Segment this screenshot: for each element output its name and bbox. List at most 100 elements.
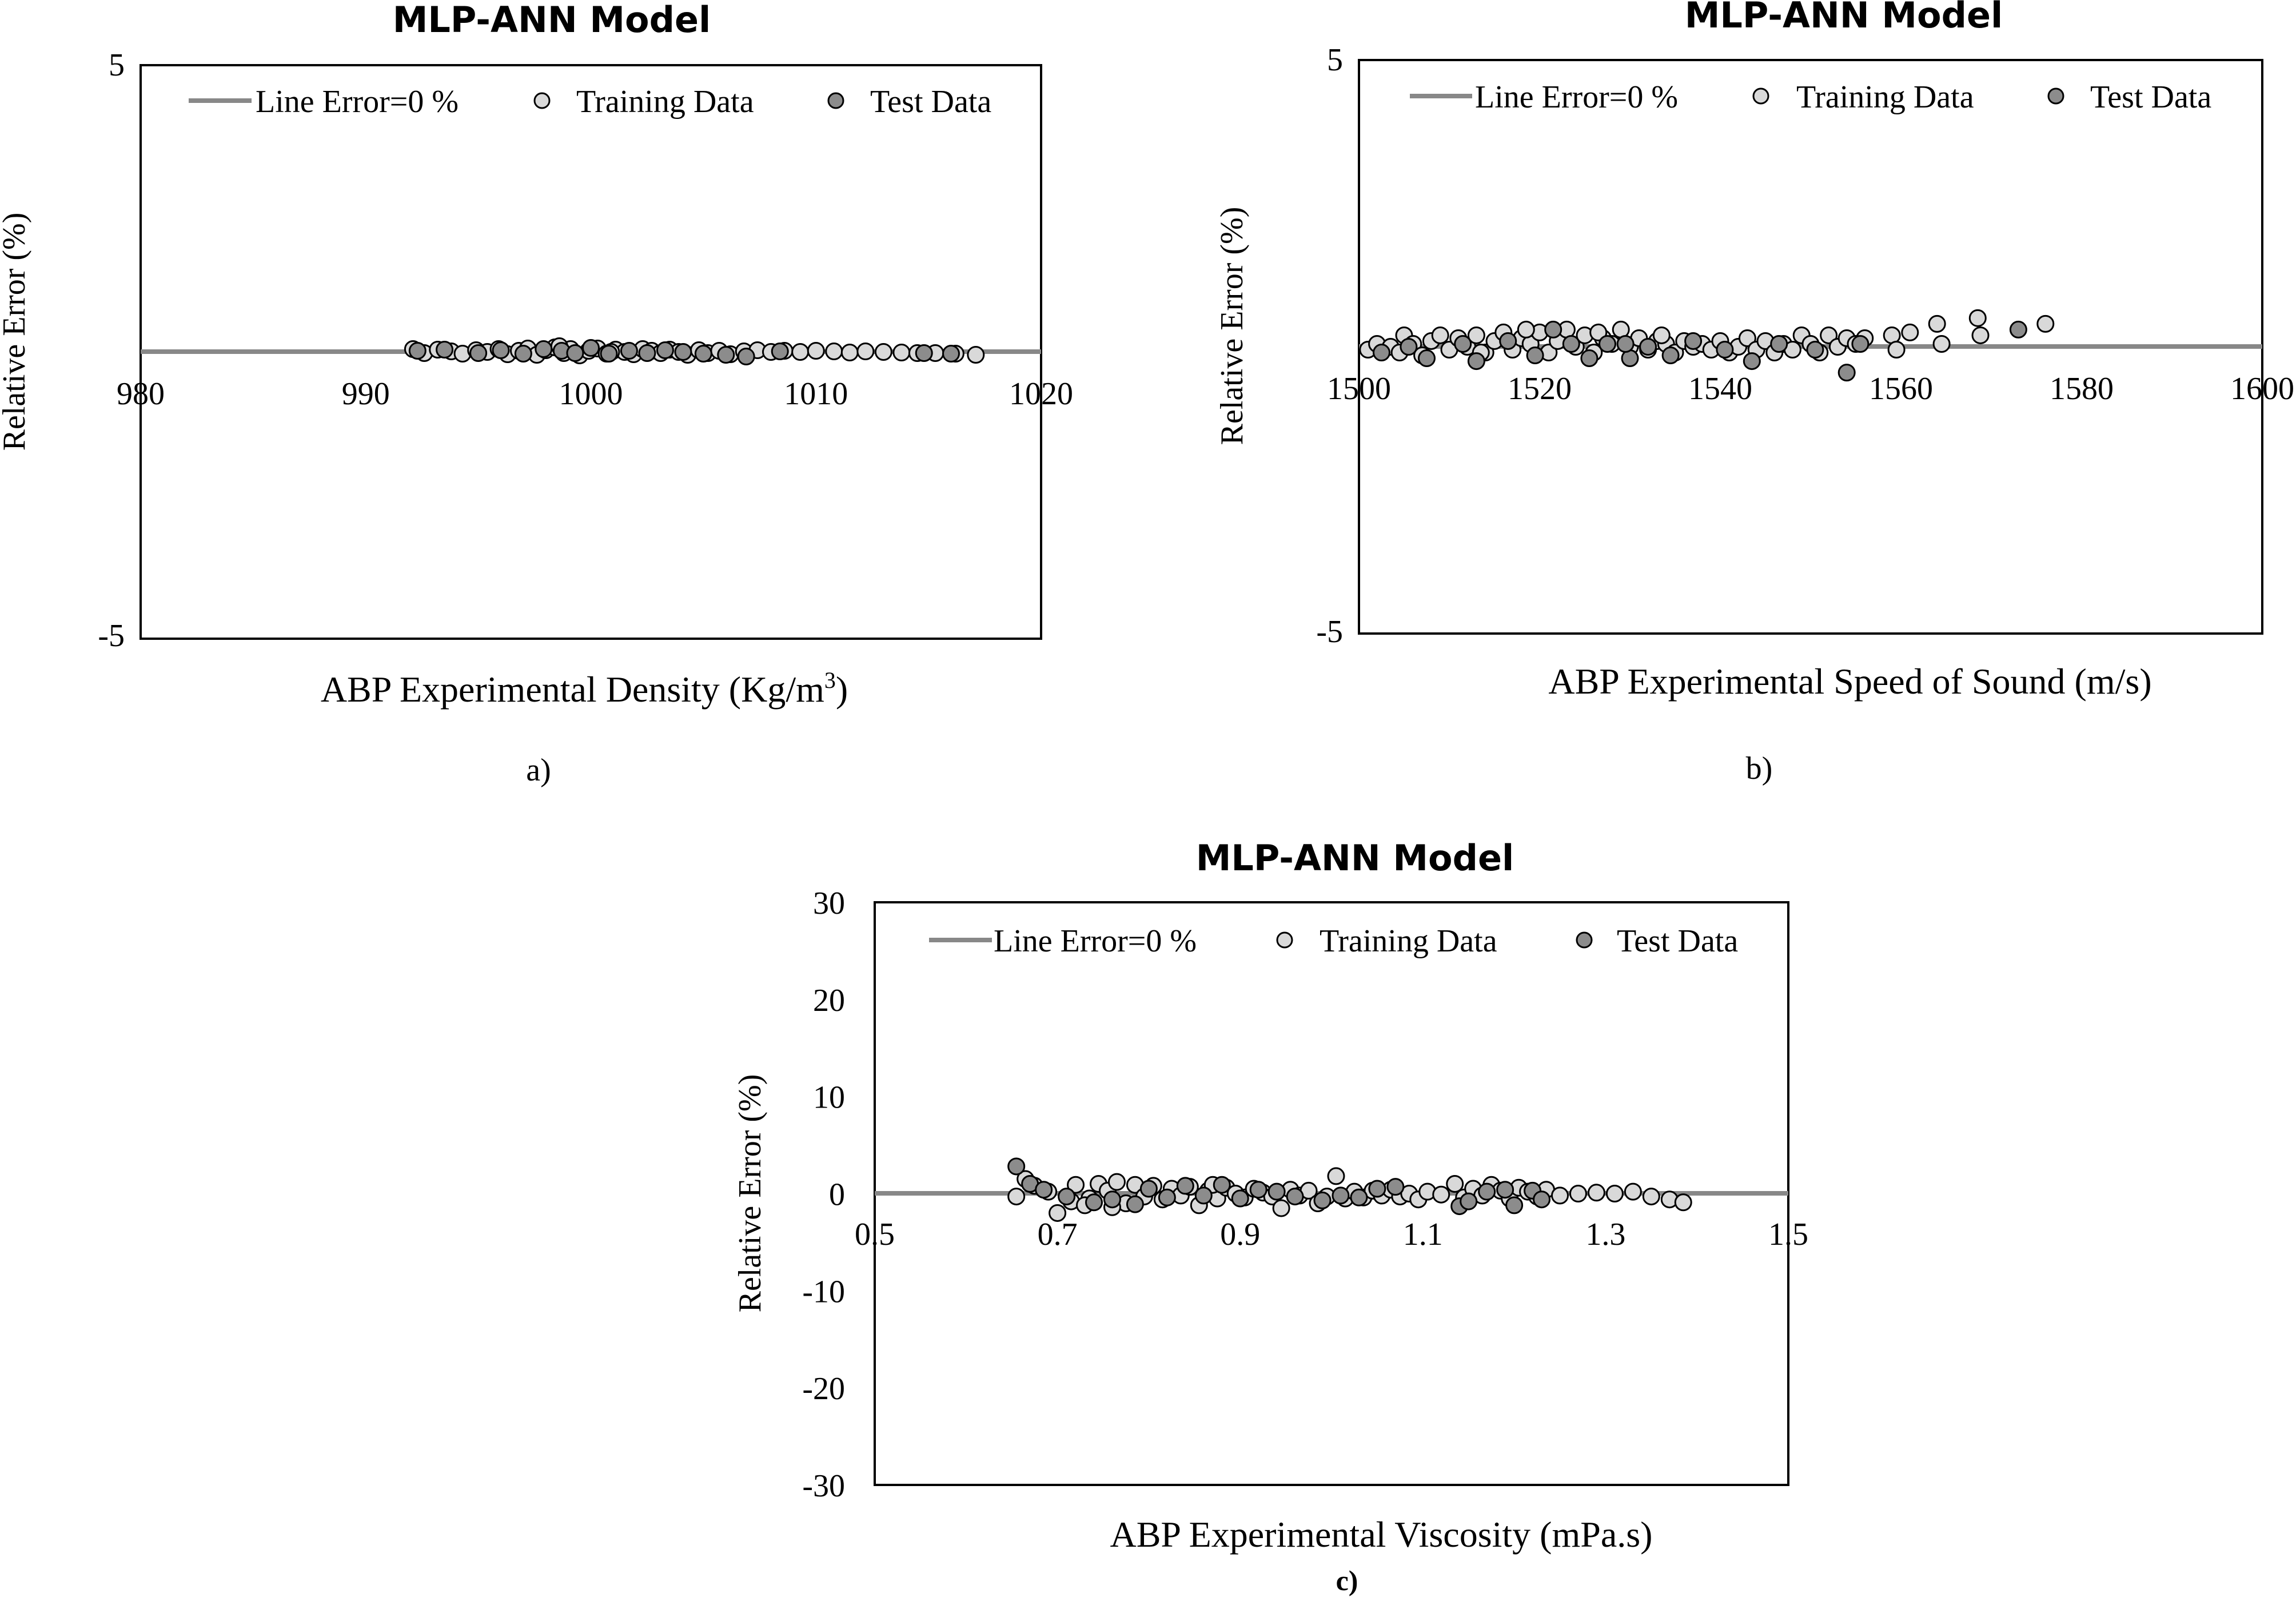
chart-c-test-point: [1058, 1188, 1076, 1206]
chart-b-ylabel: Relative Error (%): [1214, 207, 1250, 445]
chart-b-training-point: [1517, 320, 1535, 338]
chart-c-training-point: [1587, 1184, 1605, 1202]
chart-c-test-point: [1533, 1190, 1551, 1209]
chart-b-test-point: [1639, 338, 1657, 356]
chart-b-test-point: [1684, 332, 1703, 350]
chart-b-training-point: [1901, 323, 1919, 341]
chart-c-x-tick-label: 0.7: [1038, 1217, 1078, 1252]
chart-a-title: MLP-ANN Model: [393, 0, 711, 41]
legend-test-marker: [2047, 87, 2064, 105]
chart-b-test-point: [1526, 347, 1544, 365]
legend-test-label: Test Data: [1617, 923, 1738, 959]
chart-a-test-point: [942, 345, 960, 363]
chart-b-test-point: [1716, 341, 1734, 359]
chart-a-panel-label: a): [526, 752, 551, 788]
legend-test-label: Test Data: [2090, 79, 2211, 115]
chart-a-test-point: [915, 344, 933, 363]
chart-a-ylabel: Relative Error (%): [0, 213, 32, 451]
chart-a-test-point: [492, 341, 510, 359]
chart-a-test-point: [469, 344, 488, 363]
chart-c-test-point: [1126, 1195, 1144, 1213]
chart-c-test-point: [1496, 1181, 1514, 1199]
chart-a-test-point: [717, 346, 735, 364]
legend-training-label: Training Data: [1796, 79, 1974, 115]
chart-c-y-tick-label: 0: [829, 1177, 845, 1213]
chart-b-test-point: [1467, 352, 1485, 371]
chart-b-training-point: [1431, 326, 1449, 344]
chart-a-x-tick-label: 1000: [559, 376, 623, 412]
chart-b-x-tick-label: 1540: [1688, 371, 1752, 407]
chart-c-legend: Line Error=0 % Training Data Test Data: [929, 923, 1738, 959]
chart-a-test-point: [582, 338, 600, 357]
chart-c-y-tick-label: 20: [813, 983, 845, 1018]
chart-a-training-point: [967, 346, 985, 364]
legend-training-marker: [533, 92, 551, 109]
chart-b-test-point: [1851, 334, 1870, 353]
chart-b-test-point: [1770, 334, 1788, 353]
chart-a-x-tick-label: 1020: [1009, 376, 1073, 412]
chart-b-training-point: [1467, 326, 1485, 344]
chart-c-y-tick-label: -30: [802, 1468, 845, 1504]
chart-a-test-point: [694, 345, 712, 363]
chart-c-training-point: [1432, 1185, 1450, 1204]
chart-b-test-point: [1743, 352, 1761, 371]
chart-b-x-tick-label: 1560: [1869, 371, 1933, 407]
chart-c-test-point: [1194, 1186, 1213, 1205]
chart-a-training-point: [892, 344, 911, 362]
chart-c-training-point: [1446, 1175, 1464, 1193]
chart-c-test-point: [1139, 1180, 1158, 1198]
chart-c-y-tick-label: 30: [813, 886, 845, 921]
chart-c-test-point: [1332, 1186, 1350, 1205]
chart-a-training-point: [825, 342, 843, 360]
chart-c-test-point: [1103, 1190, 1121, 1209]
chart-b-training-point: [1968, 309, 1987, 327]
chart-b-test-point: [1837, 364, 1856, 382]
chart-b-legend: Line Error=0 % Training Data Test Data: [1410, 79, 2211, 115]
chart-a-training-point: [791, 343, 810, 361]
legend-line-label: Line Error=0 %: [994, 923, 1197, 959]
chart-b-x-tick-label: 1520: [1508, 371, 1572, 407]
chart-c-test-point: [1158, 1188, 1176, 1206]
chart-c-training-point: [1107, 1173, 1126, 1191]
chart-c-training-point: [1605, 1185, 1624, 1202]
chart-b-training-point: [1932, 334, 1951, 353]
chart-a-xlabel-sup: 3: [824, 667, 836, 693]
chart-a-y-tick-label: 5: [109, 47, 125, 83]
chart-b-y-tick-label: 5: [1327, 42, 1343, 78]
chart-b-training-point: [1589, 323, 1608, 341]
legend-test-marker: [827, 92, 844, 109]
chart-b-y-tick-label: -5: [1316, 614, 1343, 650]
chart-c-test-point: [1213, 1176, 1231, 1194]
chart-c-training-point: [1007, 1188, 1026, 1206]
chart-c-x-tick-label: 1.5: [1768, 1217, 1808, 1252]
chart-a-test-point: [566, 344, 584, 363]
chart-b-x-tick-label: 1500: [1327, 371, 1391, 407]
chart-a-test-point: [656, 341, 674, 359]
chart-b-test-point: [1454, 334, 1472, 353]
chart-a-test-point: [737, 348, 755, 366]
chart-b-training-point: [2036, 314, 2055, 333]
chart-a-test-point: [638, 344, 656, 363]
chart-a-training-point: [874, 343, 892, 361]
chart-c-test-point: [1460, 1192, 1478, 1210]
chart-b-test-point: [1544, 320, 1562, 338]
chart-b-test-point: [1400, 338, 1418, 356]
legend-training-marker: [1276, 931, 1293, 949]
chart-c-test-point: [1035, 1181, 1053, 1199]
chart-a-xlabel: ABP Experimental Density (Kg/m3): [321, 667, 848, 710]
chart-c: MLP-ANN Model 0.5 0.7 0.9 1.1 1.3 1.5 -30 -20 -…: [732, 837, 1808, 1596]
chart-c-test-point: [1249, 1181, 1267, 1199]
chart-b-test-point: [2009, 320, 2027, 338]
chart-c-x-tick-label: 1.3: [1585, 1217, 1625, 1252]
chart-c-panel-label: c): [1336, 1564, 1358, 1596]
legend-test-label: Test Data: [870, 84, 991, 120]
chart-a-test-point: [674, 343, 692, 361]
chart-a-test-point: [600, 345, 618, 363]
chart-c-y-tick-label: -10: [802, 1274, 845, 1309]
chart-b-test-point: [1580, 349, 1599, 368]
chart-a: MLP-ANN Model 980 990 1000 1010 1020 -5 5 Lin…: [0, 0, 1073, 788]
chart-c-test-point: [1313, 1191, 1332, 1209]
chart-b-training-point: [1928, 314, 1946, 333]
chart-c-y-tick-label: -20: [802, 1371, 845, 1407]
chart-b-test-point: [1616, 334, 1635, 353]
